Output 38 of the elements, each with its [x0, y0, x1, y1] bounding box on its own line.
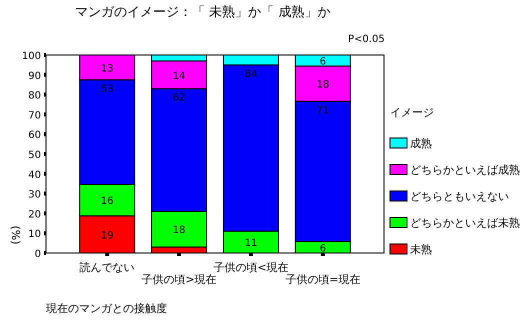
y-tick-label: 0 — [34, 249, 41, 260]
x-tick-label: 子供の頃=現在 — [285, 273, 360, 286]
legend-label: どちらかといえば成熟 — [410, 164, 520, 176]
data-label: 19 — [100, 230, 114, 242]
x-tick-label: 子供の頃<現在 — [213, 261, 289, 274]
y-tick-label: 40 — [28, 170, 41, 181]
data-label: 6 — [320, 56, 326, 68]
data-label: 16 — [100, 196, 114, 208]
data-label: 11 — [244, 238, 258, 250]
data-label: 18 — [316, 80, 330, 91]
legend-title: イメージ — [390, 106, 434, 119]
data-label: 6 — [320, 243, 326, 254]
y-tick-label: 70 — [28, 110, 41, 122]
y-tick-label: 20 — [28, 209, 41, 220]
x-axis-title: 現在のマンガとの接触度 — [46, 302, 167, 315]
data-label: 71 — [316, 105, 330, 116]
y-tick-label: 30 — [28, 190, 41, 201]
data-label: 18 — [172, 225, 186, 236]
data-label: 84 — [244, 68, 258, 80]
y-tick-label: 50 — [28, 150, 41, 161]
data-label: 53 — [100, 84, 114, 95]
y-tick-label: 100 — [22, 51, 41, 62]
x-tick-label: 読んでない — [80, 261, 135, 274]
y-axis-title: (%) — [9, 225, 22, 245]
chart-title: マンガのイメージ：「 未熟」か「 成熟」か — [75, 5, 330, 20]
y-tick-label: 10 — [28, 229, 41, 240]
x-tick-label: 子供の頃>現在 — [141, 273, 217, 286]
data-label: 14 — [172, 70, 186, 82]
y-tick-label: 90 — [28, 70, 41, 82]
legend-label: 未熟 — [410, 243, 432, 256]
data-label: 13 — [100, 63, 114, 74]
legend-label: どちらともいえない — [410, 190, 509, 203]
legend-label: どちらかといえば未熟 — [410, 216, 520, 230]
text: P<0.05 — [348, 34, 385, 45]
data-label: 62 — [172, 92, 186, 104]
legend-label: 成熟 — [410, 137, 432, 150]
y-tick-label: 60 — [28, 130, 41, 142]
y-tick-label: 80 — [28, 90, 41, 102]
